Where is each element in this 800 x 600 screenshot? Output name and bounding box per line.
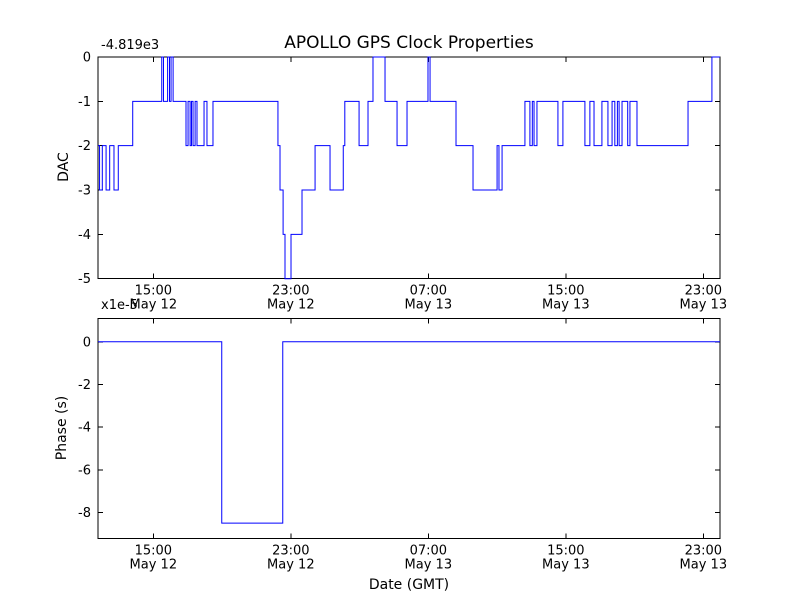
y-tick-label: -2	[78, 378, 91, 393]
chart-title: APOLLO GPS Clock Properties	[284, 33, 534, 53]
y-tick-label: -2	[78, 139, 91, 154]
x-tick-time-label: 23:00	[272, 543, 309, 558]
y-tick-label: -4	[78, 228, 91, 243]
x-tick-time-label: 15:00	[135, 543, 172, 558]
dac-y-axis-label: DAC	[56, 152, 72, 182]
x-tick-date-label: May 13	[542, 557, 590, 572]
x-tick-date-label: May 12	[267, 298, 315, 313]
x-tick-time-label: 15:00	[547, 543, 584, 558]
x-tick-date-label: May 13	[405, 557, 453, 572]
x-tick-date-label: May 12	[130, 557, 178, 572]
x-tick-time-label: 07:00	[410, 543, 447, 558]
phase-y-axis-label: Phase (s)	[54, 395, 70, 461]
x-tick-date-label: May 12	[267, 557, 315, 572]
y-tick-label: -6	[78, 463, 91, 478]
x-tick-time-label: 07:00	[410, 284, 447, 299]
phase-vs-time-line	[98, 341, 720, 524]
x-tick-time-label: 23:00	[685, 543, 722, 558]
dac-vs-time-frame	[97, 56, 721, 280]
x-tick-time-label: 23:00	[685, 284, 722, 299]
y-tick-label: 0	[83, 335, 91, 350]
y-tick-label: -5	[78, 272, 91, 287]
y-tick-label: 0	[83, 51, 91, 66]
x-tick-date-label: May 12	[130, 298, 178, 313]
x-tick-date-label: May 13	[542, 298, 590, 313]
dac-axis-offset-text: -4.819e3	[101, 38, 160, 53]
phase-axis-offset-text: x1e-5	[101, 298, 138, 313]
y-tick-label: -3	[78, 184, 91, 199]
y-tick-label: -8	[78, 506, 91, 521]
x-axis-label: Date (GMT)	[368, 577, 450, 593]
x-tick-time-label: 15:00	[135, 284, 172, 299]
x-tick-date-label: May 13	[405, 298, 453, 313]
x-tick-time-label: 15:00	[547, 284, 584, 299]
x-tick-date-label: May 13	[680, 557, 728, 572]
x-tick-time-label: 23:00	[272, 284, 309, 299]
y-tick-label: -4	[78, 421, 91, 436]
x-tick-date-label: May 13	[680, 298, 728, 313]
y-tick-label: -1	[78, 95, 91, 110]
dac-vs-time-line	[98, 56, 720, 280]
phase-vs-time-frame	[97, 317, 721, 539]
